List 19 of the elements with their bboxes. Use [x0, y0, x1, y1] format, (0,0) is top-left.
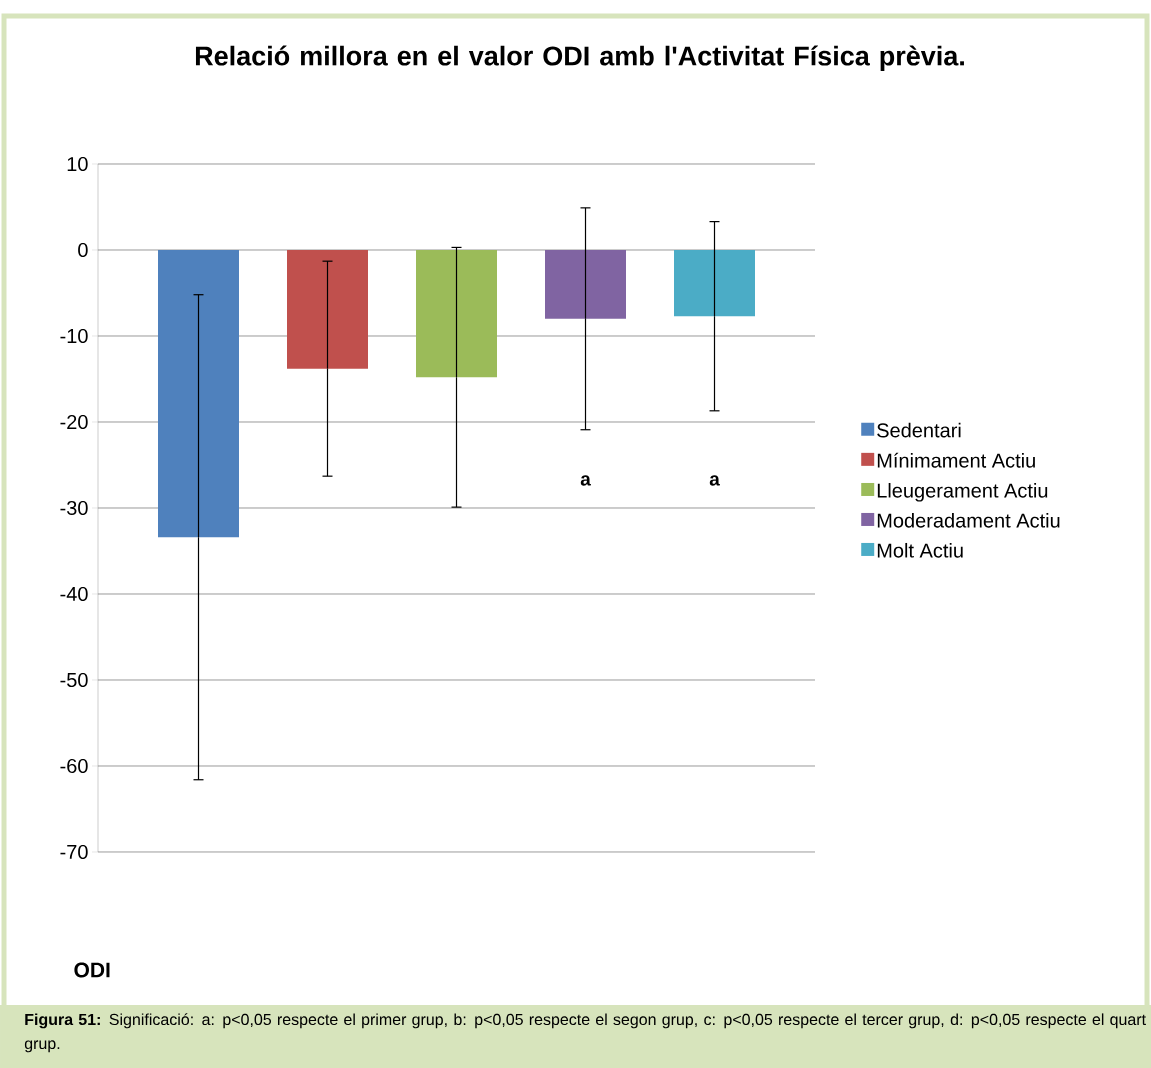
legend-label: Molt Actiu — [877, 542, 963, 558]
y-tick-label: -70 — [60, 844, 88, 860]
y-tick-label: -40 — [60, 586, 88, 602]
x-axis-title: ODI — [74, 962, 110, 978]
chart-title: Relació millora en el valor ODI amb l'Activitat Física prèvia. — [195, 45, 964, 71]
y-tick-label: 10 — [67, 156, 88, 172]
y-tick-label: -50 — [60, 672, 88, 688]
legend-label: Lleugerament Actiu — [877, 482, 1048, 502]
annotation: a — [580, 475, 591, 486]
legend-label: Mínimament Actiu — [877, 452, 1035, 468]
y-tick-label: -20 — [60, 414, 88, 430]
annotation: a — [709, 475, 720, 486]
y-tick-label: -30 — [60, 500, 88, 516]
text: Figura 51: Significació: a: p<0,05 respecte el primer grup, b: p<0,05 respecte el segon grup, c: p<0,05 respecte el tercer grup, d: p<0,05 respecte el quart grup. — [24, 1013, 1146, 1053]
y-tick-label: -60 — [60, 758, 88, 774]
legend-label: Sedentari — [877, 422, 961, 438]
y-tick-label: -10 — [60, 328, 88, 344]
y-tick-label: 0 — [78, 242, 88, 258]
legend-label: Moderadament Actiu — [877, 512, 1060, 528]
